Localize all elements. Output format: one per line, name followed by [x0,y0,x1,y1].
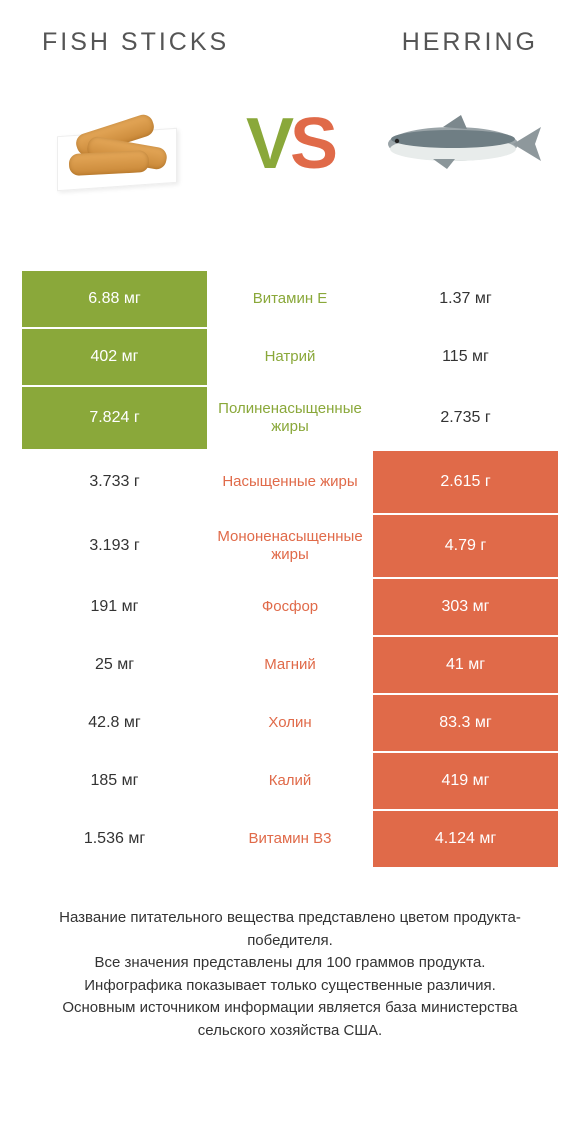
herring-icon [373,109,543,179]
footer-line: Инфографика показывает только существенн… [34,975,546,998]
nutrient-label: Натрий [207,329,373,385]
left-value: 185 мг [22,753,207,809]
left-value: 6.88 мг [22,271,207,327]
right-value: 303 мг [373,579,558,635]
right-value: 4.124 мг [373,811,558,867]
left-value: 402 мг [22,329,207,385]
right-value: 2.735 г [373,387,558,449]
vs-s: S [290,104,334,184]
nutrient-label: Витамин E [207,271,373,327]
table-row: 25 мгМагний41 мг [22,635,558,693]
footer-line: Название питательного вещества представл… [34,907,546,952]
left-value: 191 мг [22,579,207,635]
right-value: 41 мг [373,637,558,693]
table-row: 185 мгКалий419 мг [22,751,558,809]
nutrient-label: Полиненасыщенные жиры [207,387,373,449]
nutrient-label: Мононенасыщенные жиры [207,515,373,577]
right-value: 83.3 мг [373,695,558,751]
left-image [32,79,212,209]
left-value: 25 мг [22,637,207,693]
right-image [368,79,548,209]
comparison-table: 6.88 мгВитамин E1.37 мг402 мгНатрий115 м… [22,269,558,867]
left-value: 3.733 г [22,451,207,513]
table-row: 6.88 мгВитамин E1.37 мг [22,269,558,327]
images-row: VS [22,79,558,209]
right-value: 2.615 г [373,451,558,513]
table-row: 191 мгФосфор303 мг [22,577,558,635]
right-value: 115 мг [373,329,558,385]
left-value: 3.193 г [22,515,207,577]
table-row: 7.824 гПолиненасыщенные жиры2.735 г [22,385,558,449]
nutrient-label: Витамин B3 [207,811,373,867]
nutrient-label: Насыщенные жиры [207,451,373,513]
footer-text: Название питательного вещества представл… [22,907,558,1042]
fish-sticks-icon [47,94,197,194]
table-row: 42.8 мгХолин83.3 мг [22,693,558,751]
nutrient-label: Фосфор [207,579,373,635]
left-title: FISH STICKS [42,28,229,57]
left-value: 42.8 мг [22,695,207,751]
right-value: 1.37 мг [373,271,558,327]
nutrient-label: Холин [207,695,373,751]
nutrient-label: Магний [207,637,373,693]
footer-line: Основным источником информации является … [34,997,546,1042]
right-title: HERRING [402,28,538,57]
left-value: 1.536 мг [22,811,207,867]
right-value: 419 мг [373,753,558,809]
table-row: 1.536 мгВитамин B34.124 мг [22,809,558,867]
table-row: 3.733 гНасыщенные жиры2.615 г [22,449,558,513]
vs-v: V [246,104,290,184]
table-row: 3.193 гМононенасыщенные жиры4.79 г [22,513,558,577]
vs-label: VS [246,108,334,180]
table-row: 402 мгНатрий115 мг [22,327,558,385]
nutrient-label: Калий [207,753,373,809]
title-row: FISH STICKS HERRING [22,28,558,57]
left-value: 7.824 г [22,387,207,449]
right-value: 4.79 г [373,515,558,577]
footer-line: Все значения представлены для 100 граммо… [34,952,546,975]
